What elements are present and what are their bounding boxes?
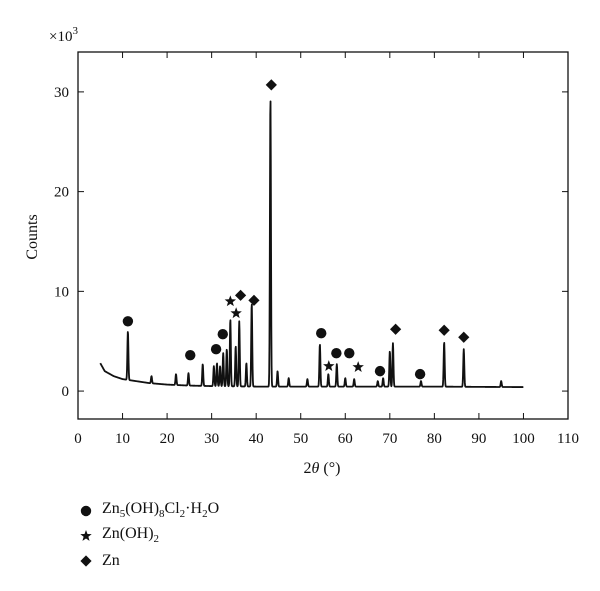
- circle-phase-marker: [217, 329, 228, 340]
- circle-phase-marker: [210, 343, 222, 355]
- legend-label: Zn5(OH)8Cl2·H2O: [102, 500, 220, 521]
- circle-legend-icon: [80, 505, 92, 516]
- chart-ticks: 0 10 20 30 40 50 60 70 80 90 100 110 0 10 20 30: [54, 52, 579, 447]
- circle-phase-marker: [185, 349, 196, 361]
- x-tick-label: 0: [74, 431, 82, 447]
- diamond-legend-icon: [80, 554, 92, 567]
- star-legend-symbol: [80, 529, 92, 541]
- star-legend-icon: [80, 529, 92, 541]
- legend-item: Zn(OH)2: [76, 523, 376, 548]
- star-phase-marker: [224, 295, 237, 307]
- y-tick-label: 20: [54, 185, 69, 201]
- circle-legend-symbol: [80, 505, 92, 516]
- diamond-phase-marker: [248, 294, 260, 306]
- chart-spectrum: [99, 100, 524, 388]
- x-tick-label: 40: [249, 431, 264, 447]
- star-phase-marker: [323, 360, 335, 371]
- circle-phase-marker: [122, 316, 134, 327]
- x-tick-label: 50: [293, 431, 308, 447]
- x-axis-title-unit: (°): [319, 460, 340, 477]
- legend-label: Zn: [102, 551, 120, 569]
- x-tick-label: 30: [204, 431, 219, 447]
- x-tick-label: 20: [160, 431, 175, 447]
- x-tick-label: 60: [338, 431, 353, 447]
- x-tick-label: 10: [115, 431, 130, 447]
- x-tick-label: 80: [427, 431, 442, 447]
- diamond-phase-marker: [265, 79, 277, 91]
- y-tick-label: 30: [54, 85, 69, 101]
- legend-item: Zn: [76, 548, 376, 573]
- x-axis-title-symbol: θ: [312, 460, 320, 477]
- chart-axes: [77, 51, 569, 420]
- star-phase-marker: [230, 307, 242, 319]
- y-tick-label: 0: [62, 384, 70, 400]
- legend-item: Zn5(OH)8Cl2·H2O: [76, 498, 376, 523]
- diamond-phase-marker: [438, 324, 450, 336]
- plot-frame: [77, 51, 569, 420]
- circle-phase-marker: [344, 347, 355, 359]
- legend-label: Zn(OH)2: [102, 525, 160, 546]
- y-axis-multiplier-exp: 3: [72, 25, 78, 37]
- circle-phase-marker: [374, 365, 386, 377]
- chart-legend: Zn5(OH)8Cl2·H2O Zn(OH)2 Zn: [76, 498, 376, 573]
- x-tick-label: 90: [471, 431, 486, 447]
- diamond-phase-marker: [390, 323, 402, 335]
- x-axis-title-prefix: 2: [304, 460, 312, 477]
- y-axis-multiplier: ×103: [49, 25, 78, 45]
- y-axis-multiplier-base: ×10: [49, 29, 72, 45]
- star-phase-marker: [352, 361, 364, 372]
- x-tick-label: 110: [557, 431, 579, 447]
- y-axis-title: Counts: [24, 214, 41, 259]
- y-tick-label: 10: [54, 284, 69, 300]
- x-tick-label: 70: [382, 431, 397, 447]
- circle-phase-marker: [331, 347, 342, 359]
- chart-markers: [122, 79, 470, 380]
- diamond-legend-symbol: [80, 554, 92, 567]
- diamond-phase-marker: [458, 331, 470, 343]
- xrd-pattern-line: [99, 100, 524, 388]
- circle-phase-marker: [414, 368, 426, 380]
- x-tick-label: 100: [512, 431, 535, 447]
- diamond-phase-marker: [234, 289, 247, 301]
- x-axis-title: 2θ (°): [304, 460, 341, 477]
- circle-phase-marker: [316, 328, 327, 339]
